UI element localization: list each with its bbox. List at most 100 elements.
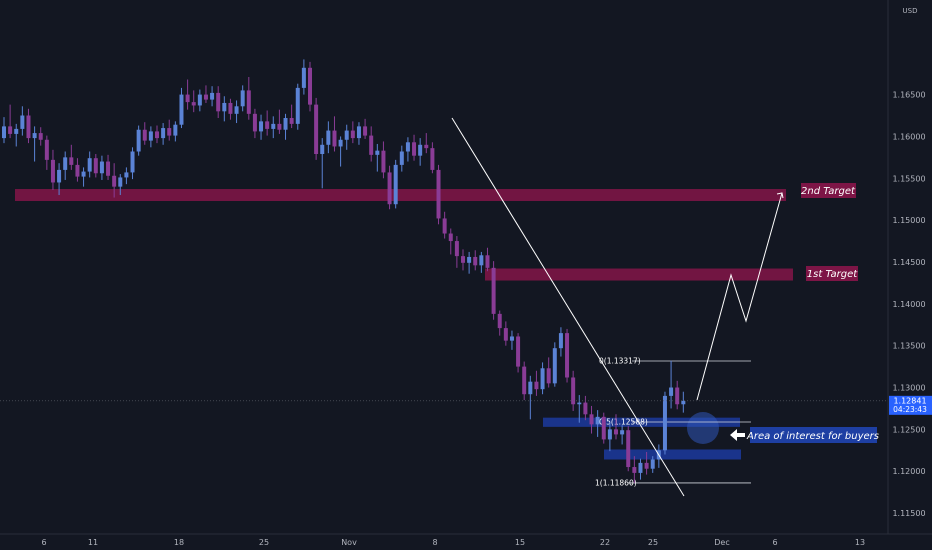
currency-label: USD [903, 7, 918, 15]
candle-body [93, 158, 98, 174]
candle-body [669, 387, 674, 396]
candle-body [106, 161, 111, 176]
price-axis-panel[interactable] [888, 0, 932, 534]
time-tick-label: 11 [88, 538, 98, 547]
time-tick-label: 25 [259, 538, 269, 547]
buyer-zone-label: Area of interest for buyers [746, 431, 879, 442]
candle-body [179, 94, 184, 125]
candle-body [509, 336, 514, 341]
fib-level-label: 1(1.11860) [595, 478, 637, 487]
projection-path [696, 192, 783, 401]
candle-body [350, 130, 355, 139]
price-tick-label: 1.12500 [892, 425, 925, 434]
candle-body [461, 256, 465, 263]
current-price-tag[interactable]: 1.12841 04:23:43 [889, 395, 932, 415]
candle-body [418, 144, 423, 156]
candle-body [142, 129, 147, 141]
candle-body [87, 158, 92, 172]
buyer-zone-band [604, 449, 741, 460]
candle-body [448, 233, 453, 242]
candle-body [485, 255, 490, 268]
price-tick-label: 1.15500 [892, 174, 925, 183]
candle-body [44, 139, 49, 160]
candle-body [522, 366, 527, 395]
time-tick-label: 13 [855, 538, 865, 547]
fib-level-label: 0.5(1.12588) [599, 418, 648, 427]
candle-body [283, 118, 288, 130]
candle-body [632, 467, 637, 473]
time-tick-label: 22 [600, 538, 610, 547]
candle-body [8, 126, 13, 134]
time-tick-label: 15 [515, 538, 525, 547]
candle-body [589, 414, 594, 425]
candle-body [81, 171, 86, 177]
fib-level-label: 0(1.13317) [599, 356, 641, 365]
price-axis-ticks: 1.16500 1.16000 1.15500 1.15000 1.14500 1.140… [892, 91, 925, 518]
time-tick-label: Nov [341, 538, 357, 547]
candle-body [467, 256, 472, 263]
candle-body [363, 126, 368, 136]
candle-body [644, 462, 649, 469]
candle-body [497, 313, 502, 329]
price-tick-label: 1.12000 [892, 467, 925, 476]
bar-countdown: 04:23:43 [893, 405, 927, 414]
candle-body [50, 159, 55, 183]
candle-body [387, 172, 392, 205]
candle-body [265, 121, 270, 129]
price-tick-label: 1.15000 [892, 216, 925, 225]
candle-body [412, 142, 417, 156]
candle-body [338, 139, 343, 147]
candle-body [20, 115, 25, 129]
candle-body [136, 129, 141, 152]
candle-body [99, 161, 104, 174]
candle-body [681, 400, 686, 405]
target-label-bg [806, 266, 858, 281]
candle-body [57, 169, 62, 183]
candle-body [277, 123, 282, 130]
left-arrow-icon [730, 429, 745, 441]
candle-body [308, 67, 312, 105]
candle-body [124, 172, 129, 178]
candle-body [155, 131, 159, 139]
candle-body [191, 102, 196, 106]
candle-body [369, 135, 374, 155]
price-tick-label: 1.13000 [892, 384, 925, 393]
candle-body [430, 148, 435, 170]
candle-body [614, 429, 618, 435]
candle-body [620, 430, 625, 435]
candle-body [210, 92, 215, 100]
drawings-layer [451, 117, 784, 497]
candle-body [662, 395, 667, 451]
candle-body [558, 333, 563, 349]
price-tick-label: 1.14500 [892, 258, 925, 267]
candle-body [2, 126, 6, 139]
candle-body [75, 164, 80, 177]
candle-body [491, 267, 496, 314]
candle-body [375, 150, 380, 155]
price-tick-label: 1.16000 [892, 132, 925, 141]
candle-body [540, 368, 545, 390]
candle-body [69, 157, 74, 165]
candle-body [240, 90, 245, 107]
candlestick-series [2, 59, 686, 483]
projection-arrowhead [776, 192, 784, 199]
candle-body [479, 255, 484, 266]
candle-body [675, 387, 680, 405]
candle-body [528, 381, 533, 395]
candle-body [424, 144, 429, 149]
candle-body [332, 130, 337, 147]
price-tick-label: 1.11500 [892, 509, 925, 518]
target-zone-band [15, 189, 786, 202]
candle-body [228, 102, 233, 114]
candle-body [344, 130, 349, 140]
time-tick-label: 8 [432, 538, 437, 547]
candle-body [173, 124, 178, 136]
candle-body [185, 94, 190, 103]
candle-body [503, 328, 508, 341]
candle-body [26, 115, 31, 139]
candle-body [442, 218, 447, 234]
target-label-2nd: 2nd Target [801, 186, 856, 197]
time-tick-label: 18 [174, 538, 184, 547]
current-price-value: 1.12841 [893, 396, 926, 405]
